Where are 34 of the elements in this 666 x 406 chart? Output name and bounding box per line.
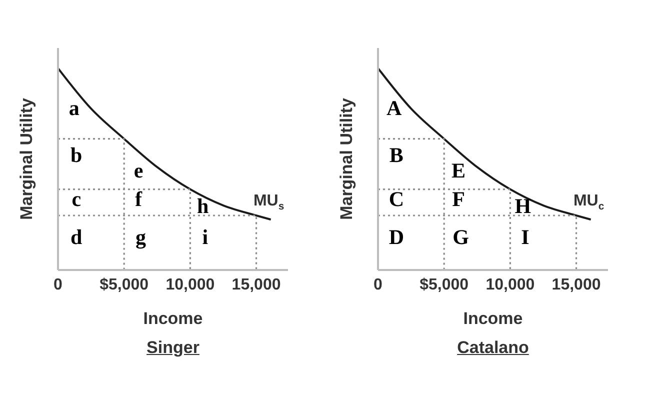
text: Catalano [456,338,530,358]
y-axis-title: Marginal Utility [337,98,356,220]
annotation: d [70,224,83,249]
annotation: A [386,96,403,120]
x-tick-label: 15,000 [552,276,601,294]
annotation: H [514,194,532,218]
annotation: e [134,158,144,182]
x-tick-label: $5,000 [100,276,149,294]
series-label: MU$_{s}$ [253,192,284,213]
annotation: G [452,224,469,249]
text: Singer [146,338,200,358]
annotation: C [388,186,404,211]
x-axis-title: Income [463,309,523,328]
annotation: c [72,186,82,211]
series-label: MU$_{c}$ [573,192,604,213]
x-tick-label: 15,000 [232,276,281,294]
annotation: E [451,158,466,182]
x-tick-label: 0 [374,276,383,294]
annotation: F [452,186,465,211]
annotation: I [521,224,530,249]
annotation: h [197,194,210,218]
annotation: B [389,142,404,167]
annotation: f [135,186,143,211]
x-axis-title: Income [143,309,203,328]
annotation: g [136,224,147,249]
x-tick-label: 10,000 [486,276,535,294]
annotation: D [388,224,404,249]
annotation: i [202,224,208,249]
x-tick-label: 10,000 [166,276,215,294]
x-tick-label: 0 [54,276,63,294]
y-axis-title: Marginal Utility [17,98,36,220]
annotation: b [70,142,82,167]
annotation: a [68,96,80,120]
x-tick-label: $5,000 [420,276,469,294]
